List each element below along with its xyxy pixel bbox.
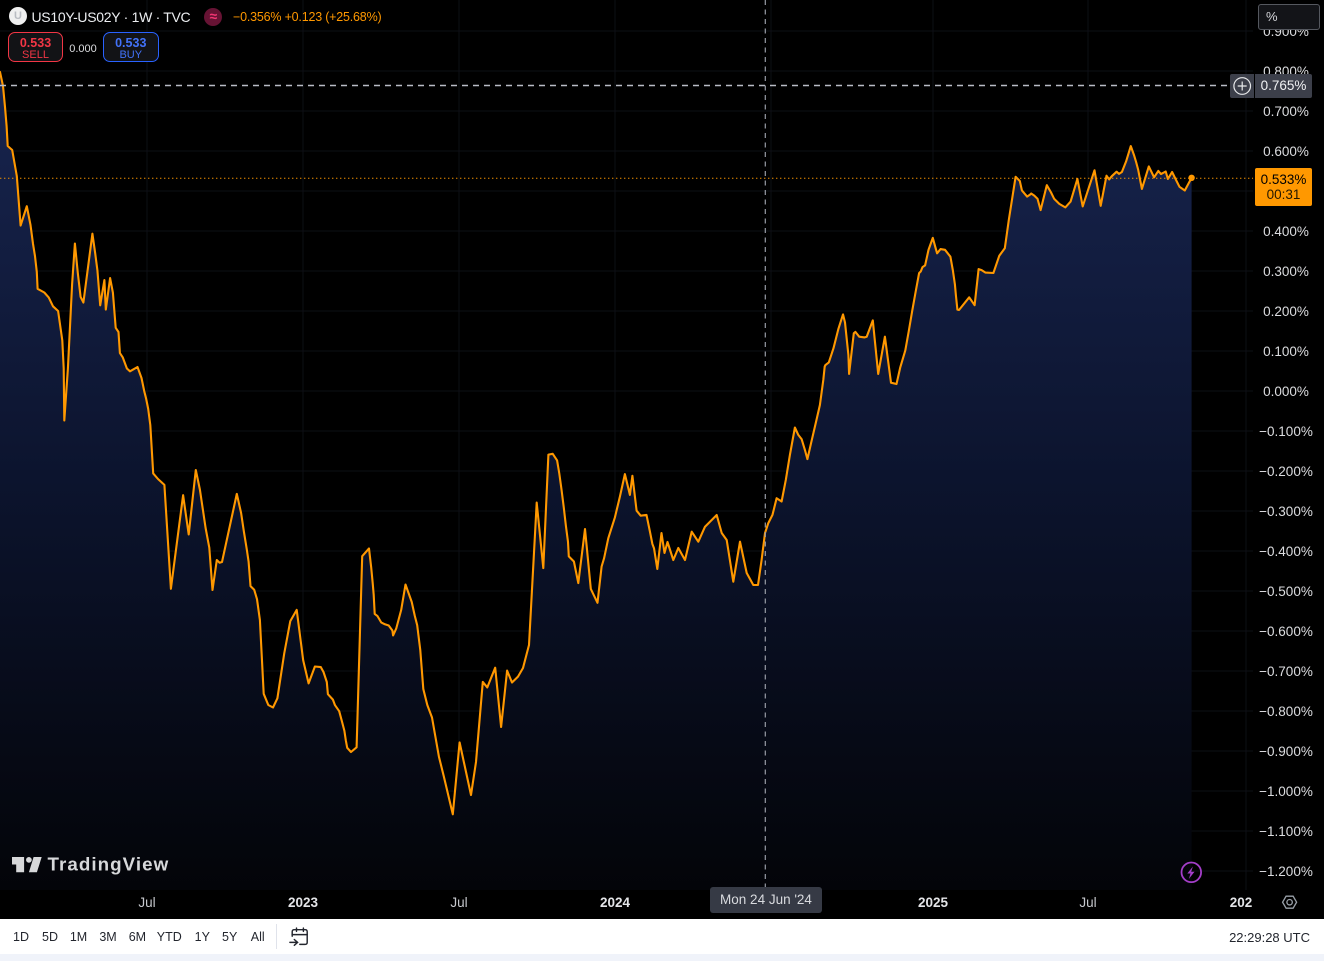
svg-text:TradingView: TradingView bbox=[48, 855, 170, 875]
